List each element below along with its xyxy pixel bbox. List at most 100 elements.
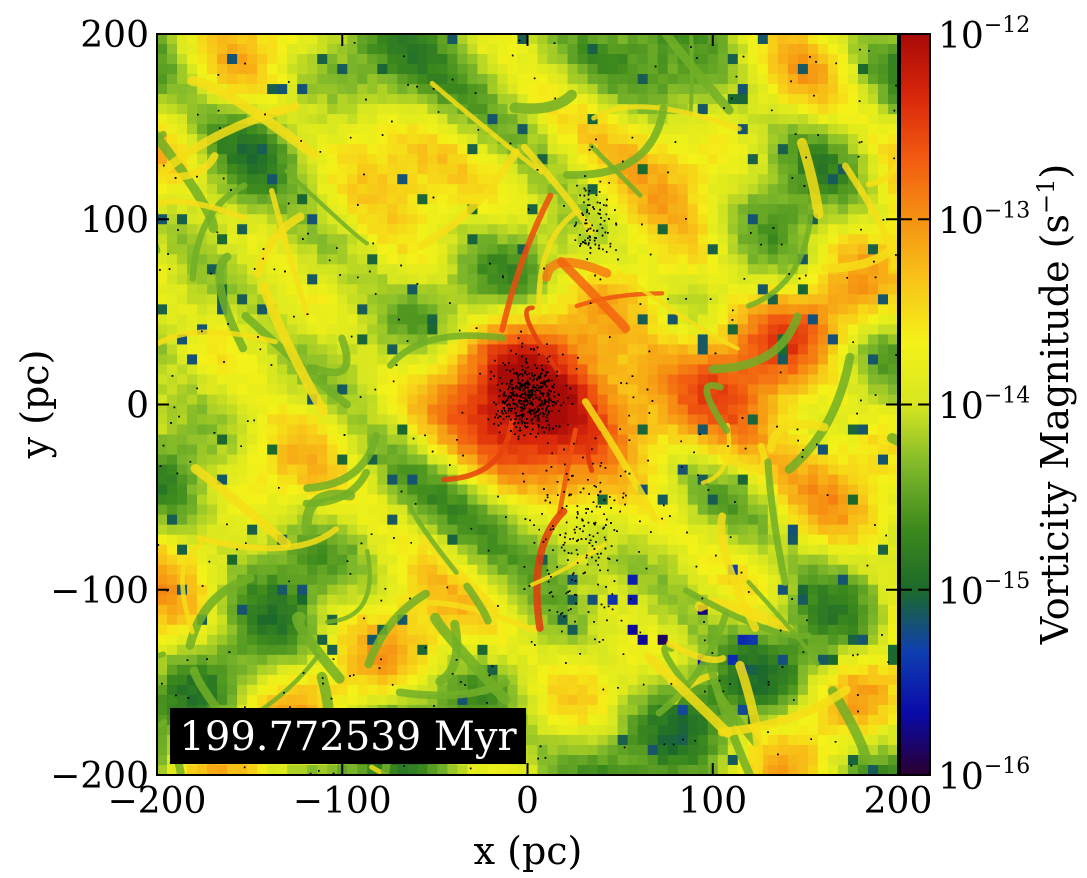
heatmap-cell [397, 364, 408, 376]
heatmap-cell [777, 204, 789, 215]
heatmap-cell [217, 174, 228, 185]
heatmap-cell [887, 624, 898, 636]
heatmap-cell [697, 474, 709, 486]
heatmap-cell [327, 274, 338, 285]
heatmap-cell [747, 284, 759, 295]
heatmap-cell [757, 414, 769, 426]
heatmap-cell [357, 384, 368, 396]
heatmap-cell [177, 624, 188, 636]
heatmap-cell [157, 314, 168, 325]
heatmap-cell [837, 524, 849, 536]
heatmap-cell [297, 324, 308, 335]
heatmap-cell [407, 154, 418, 165]
heatmap-cell [797, 524, 809, 536]
heatmap-cell [377, 144, 388, 155]
heatmap-cell [537, 414, 549, 426]
heatmap-cell [517, 54, 529, 65]
heatmap-cell [367, 674, 378, 686]
heatmap-cell [477, 84, 489, 95]
heatmap-cell [197, 84, 208, 95]
heatmap-cell [777, 514, 789, 526]
heatmap-cell [757, 234, 769, 245]
heatmap-cell [617, 34, 629, 45]
heatmap-cell [337, 94, 348, 105]
heatmap-cell [197, 584, 208, 596]
heatmap-cell [387, 674, 398, 686]
heatmap-cell [637, 344, 649, 356]
heatmap-cell [507, 684, 519, 696]
heatmap-cell [597, 104, 609, 115]
heatmap-cell [607, 334, 619, 346]
heatmap-cell [597, 274, 609, 285]
heatmap-cell [327, 214, 338, 225]
heatmap-cell [537, 44, 549, 55]
heatmap-cell [357, 124, 368, 135]
heatmap-cell [847, 424, 859, 436]
heatmap-cell [417, 464, 428, 476]
heatmap-cell [837, 624, 849, 636]
heatmap-cell [887, 664, 898, 676]
heatmap-cell [687, 454, 699, 466]
heatmap-cell [637, 254, 649, 265]
heatmap-cell [707, 324, 719, 335]
heatmap-cell [657, 604, 669, 616]
heatmap-cell [177, 544, 188, 556]
heatmap-cell [437, 234, 448, 245]
heatmap-cell [367, 404, 378, 416]
heatmap-cell [877, 344, 889, 356]
heatmap-cell [647, 384, 659, 396]
heatmap-cell [407, 204, 418, 215]
heatmap-cell [577, 634, 589, 646]
heatmap-cell [267, 154, 278, 165]
heatmap-cell [667, 514, 679, 526]
heatmap-cell [787, 334, 799, 346]
heatmap-cell [807, 224, 819, 235]
heatmap-cell [467, 544, 479, 556]
heatmap-cell [357, 344, 368, 356]
heatmap-cell [597, 174, 609, 185]
heatmap-cell [337, 354, 348, 366]
heatmap-cell [197, 494, 208, 506]
heatmap-cell [307, 514, 318, 526]
heatmap-cell [847, 574, 859, 586]
heatmap-cell [277, 164, 288, 175]
heatmap-cell [777, 364, 789, 376]
heatmap-cell [267, 394, 278, 406]
heatmap-cell [437, 314, 448, 325]
heatmap-cell [777, 454, 789, 466]
heatmap-cell [837, 224, 849, 235]
heatmap-cell [797, 364, 809, 376]
heatmap-cell [377, 354, 388, 366]
heatmap-cell [647, 664, 659, 676]
heatmap-cell [687, 554, 699, 566]
heatmap-cell [677, 294, 689, 305]
heatmap-cell [517, 64, 529, 75]
heatmap-cell [847, 54, 859, 65]
heatmap-cell [867, 164, 879, 175]
heatmap-cell [407, 284, 418, 295]
heatmap-cell [487, 254, 499, 265]
heatmap-cell [797, 684, 809, 696]
heatmap-cell [507, 604, 519, 616]
heatmap-cell [877, 404, 889, 416]
heatmap-cell [687, 404, 699, 416]
heatmap-cell [857, 454, 869, 466]
heatmap-cell [547, 134, 559, 145]
heatmap-cell [727, 664, 739, 676]
heatmap-cell [447, 484, 458, 496]
heatmap-cell [737, 84, 749, 95]
heatmap-cell [877, 464, 889, 476]
heatmap-cell [417, 664, 428, 676]
heatmap-cell [487, 204, 499, 215]
heatmap-cell [367, 134, 378, 145]
heatmap-cell [467, 244, 479, 255]
heatmap-cell [757, 364, 769, 376]
heatmap-cell [397, 424, 408, 436]
heatmap-cell [537, 604, 549, 616]
heatmap-cell [347, 254, 358, 265]
heatmap-cell [507, 624, 519, 636]
heatmap-cell [377, 644, 388, 656]
heatmap-cell [397, 244, 408, 255]
heatmap-cell [727, 254, 739, 265]
heatmap-cell [307, 204, 318, 215]
